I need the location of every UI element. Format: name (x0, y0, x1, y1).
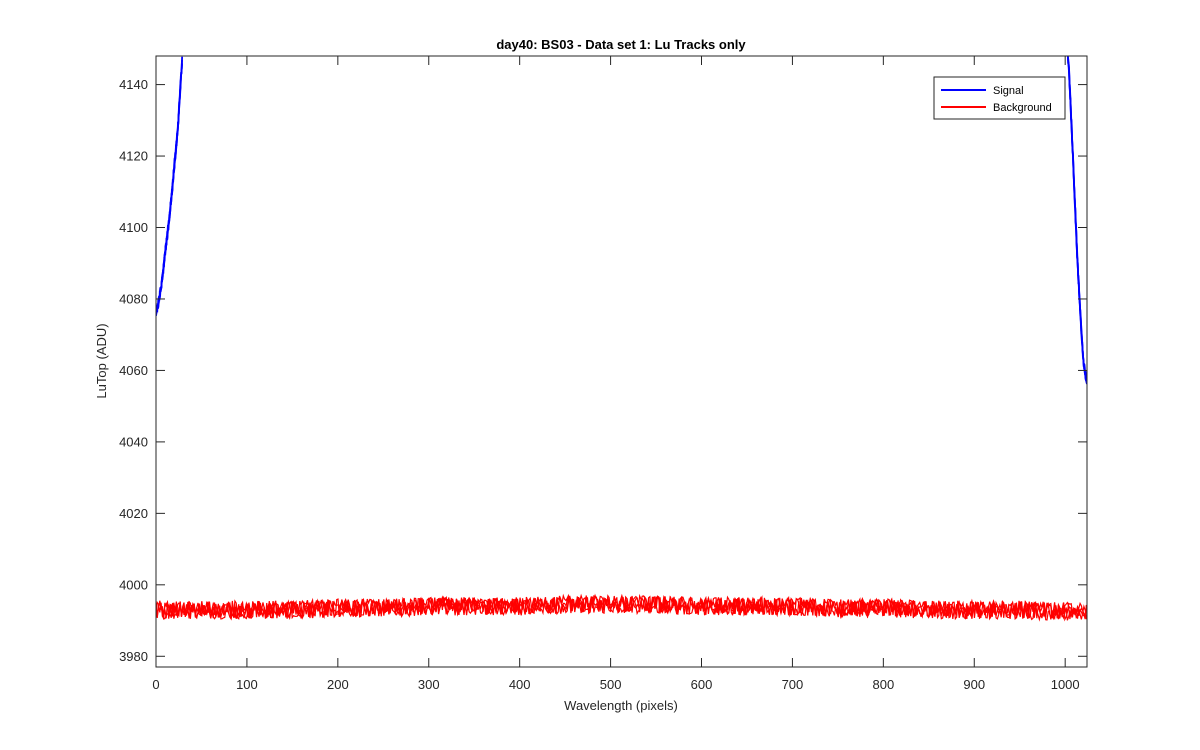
legend: Signal Background (933, 76, 1066, 120)
x-axis-label: Wavelength (pixels) (564, 698, 678, 713)
y-tick-label: 4020 (119, 506, 148, 521)
y-tick-label: 4140 (119, 77, 148, 92)
x-tick-label: 1000 (1051, 677, 1080, 692)
x-tick-label: 900 (963, 677, 985, 692)
series-lines (156, 56, 1087, 622)
x-tick-label: 100 (236, 677, 258, 692)
y-tick-label: 3980 (119, 649, 148, 664)
background-series-line (156, 593, 1087, 621)
legend-box (933, 76, 1066, 120)
x-tick-label: 800 (872, 677, 894, 692)
y-tick-label: 4060 (119, 363, 148, 378)
y-tick-label: 4040 (119, 434, 148, 449)
x-tick-label: 300 (418, 677, 440, 692)
x-tick-label: 500 (600, 677, 622, 692)
signal-series-line (1067, 57, 1087, 385)
x-tick-label: 700 (782, 677, 804, 692)
y-tick-label: 4080 (119, 291, 148, 306)
x-tick-label: 200 (327, 677, 349, 692)
y-axis-label: LuTop (ADU) (94, 323, 109, 398)
x-axis: 0 100 200 300 400 500 600 700 800 900 1000 (152, 56, 1080, 692)
x-tick-label: 400 (509, 677, 531, 692)
y-axis: 3980 4000 4020 4040 4060 4080 4100 4120 4140 (119, 77, 1087, 664)
signal-series-line (156, 56, 183, 315)
chart-title: day40: BS03 - Data set 1: Lu Tracks only (496, 37, 746, 52)
legend-label: Background (993, 102, 1052, 114)
x-tick-label: 600 (691, 677, 713, 692)
x-tick-label: 0 (152, 677, 159, 692)
legend-label: Signal (993, 85, 1024, 97)
axes-box (155, 55, 1088, 668)
y-tick-label: 4100 (119, 220, 148, 235)
y-tick-label: 4120 (119, 149, 148, 164)
plot-area (155, 55, 1088, 668)
y-tick-label: 4000 (119, 577, 148, 592)
